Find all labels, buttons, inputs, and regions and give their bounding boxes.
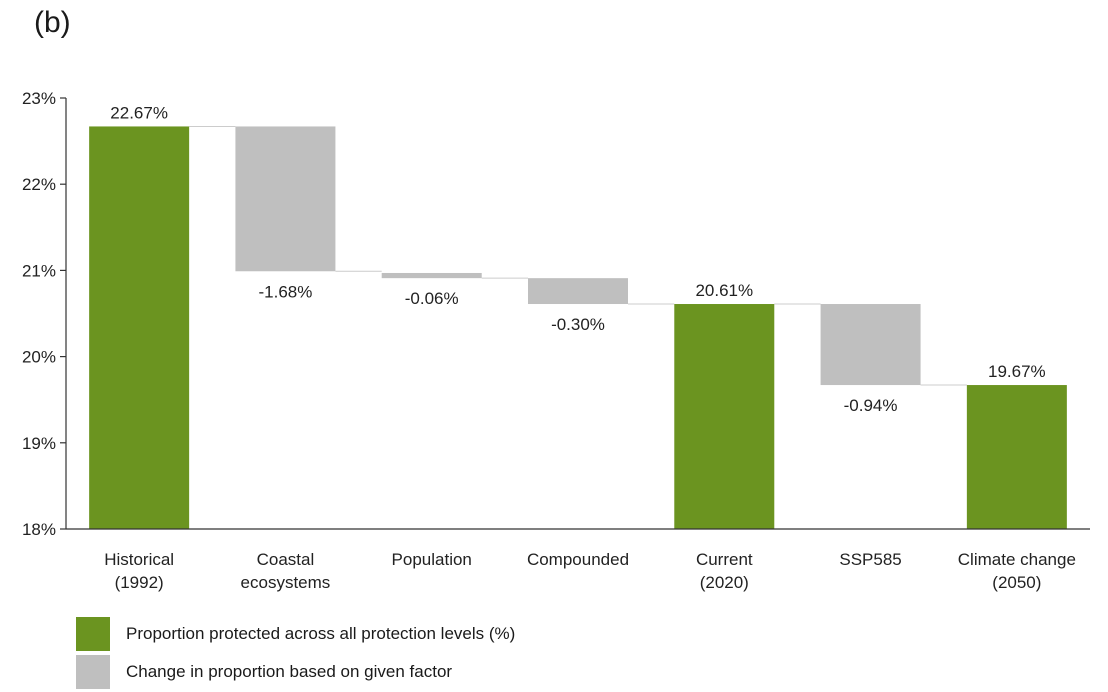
category-label-2-0: Population [392, 550, 472, 569]
connector-lines [189, 125, 967, 386]
waterfall-chart: 18% 19% 20% 21% 22% 23% Historical (1992) Coast… [22, 89, 1090, 592]
legend-swatch-change [76, 655, 110, 689]
legend-swatch-total [76, 617, 110, 651]
legend-item-total: Proportion protected across all protecti… [76, 616, 515, 652]
category-label-4-0: Current [696, 550, 753, 569]
category-label-6-1: (2050) [992, 573, 1041, 592]
axes [65, 98, 1090, 530]
category-label-0-1: (1992) [115, 573, 164, 592]
category-labels: Historical (1992) Coastal ecosystems Populat… [104, 550, 1076, 592]
legend-label-total: Proportion protected across all protecti… [126, 624, 516, 643]
category-label-5-0: SSP585 [839, 550, 901, 569]
bar-3 [528, 278, 628, 305]
bar-2 [381, 272, 482, 279]
category-label-3-0: Compounded [527, 550, 629, 569]
bars [89, 126, 1067, 530]
y-tick-label-1: 19% [22, 434, 56, 453]
y-tick-label-4: 22% [22, 175, 56, 194]
legend-label-change: Change in proportion based on given fact… [126, 662, 453, 681]
data-labels: 22.67% -1.68% -0.06% -0.30% 20.61% -0.94% 19.6… [110, 103, 1045, 415]
y-ticks: 18% 19% 20% 21% 22% 23% [22, 89, 66, 539]
y-tick-label-2: 20% [22, 348, 56, 367]
bar-0 [89, 126, 190, 530]
y-tick-label-5: 23% [22, 89, 56, 108]
category-label-6-0: Climate change [958, 550, 1076, 569]
category-label-0-0: Historical [104, 550, 174, 569]
panel-label: (b) [34, 6, 71, 39]
data-label-1: -1.68% [258, 282, 312, 301]
data-label-2: -0.06% [405, 289, 459, 308]
data-label-5: -0.94% [844, 396, 898, 415]
legend-item-change: Change in proportion based on given fact… [76, 654, 515, 690]
bar-6 [966, 385, 1067, 529]
y-tick-label-0: 18% [22, 520, 56, 539]
data-label-3: -0.30% [551, 315, 605, 334]
bar-1 [235, 126, 336, 272]
y-tick-label-3: 21% [22, 261, 56, 280]
legend: Proportion protected across all protecti… [76, 616, 515, 692]
bar-5 [820, 304, 921, 386]
data-label-0: 22.67% [110, 103, 168, 122]
bar-4 [674, 304, 775, 529]
data-label-4: 20.61% [695, 281, 753, 300]
category-label-1-0: Coastal [257, 550, 315, 569]
category-label-1-1: ecosystems [241, 573, 331, 592]
category-label-4-1: (2020) [700, 573, 749, 592]
data-label-6: 19.67% [988, 362, 1046, 381]
